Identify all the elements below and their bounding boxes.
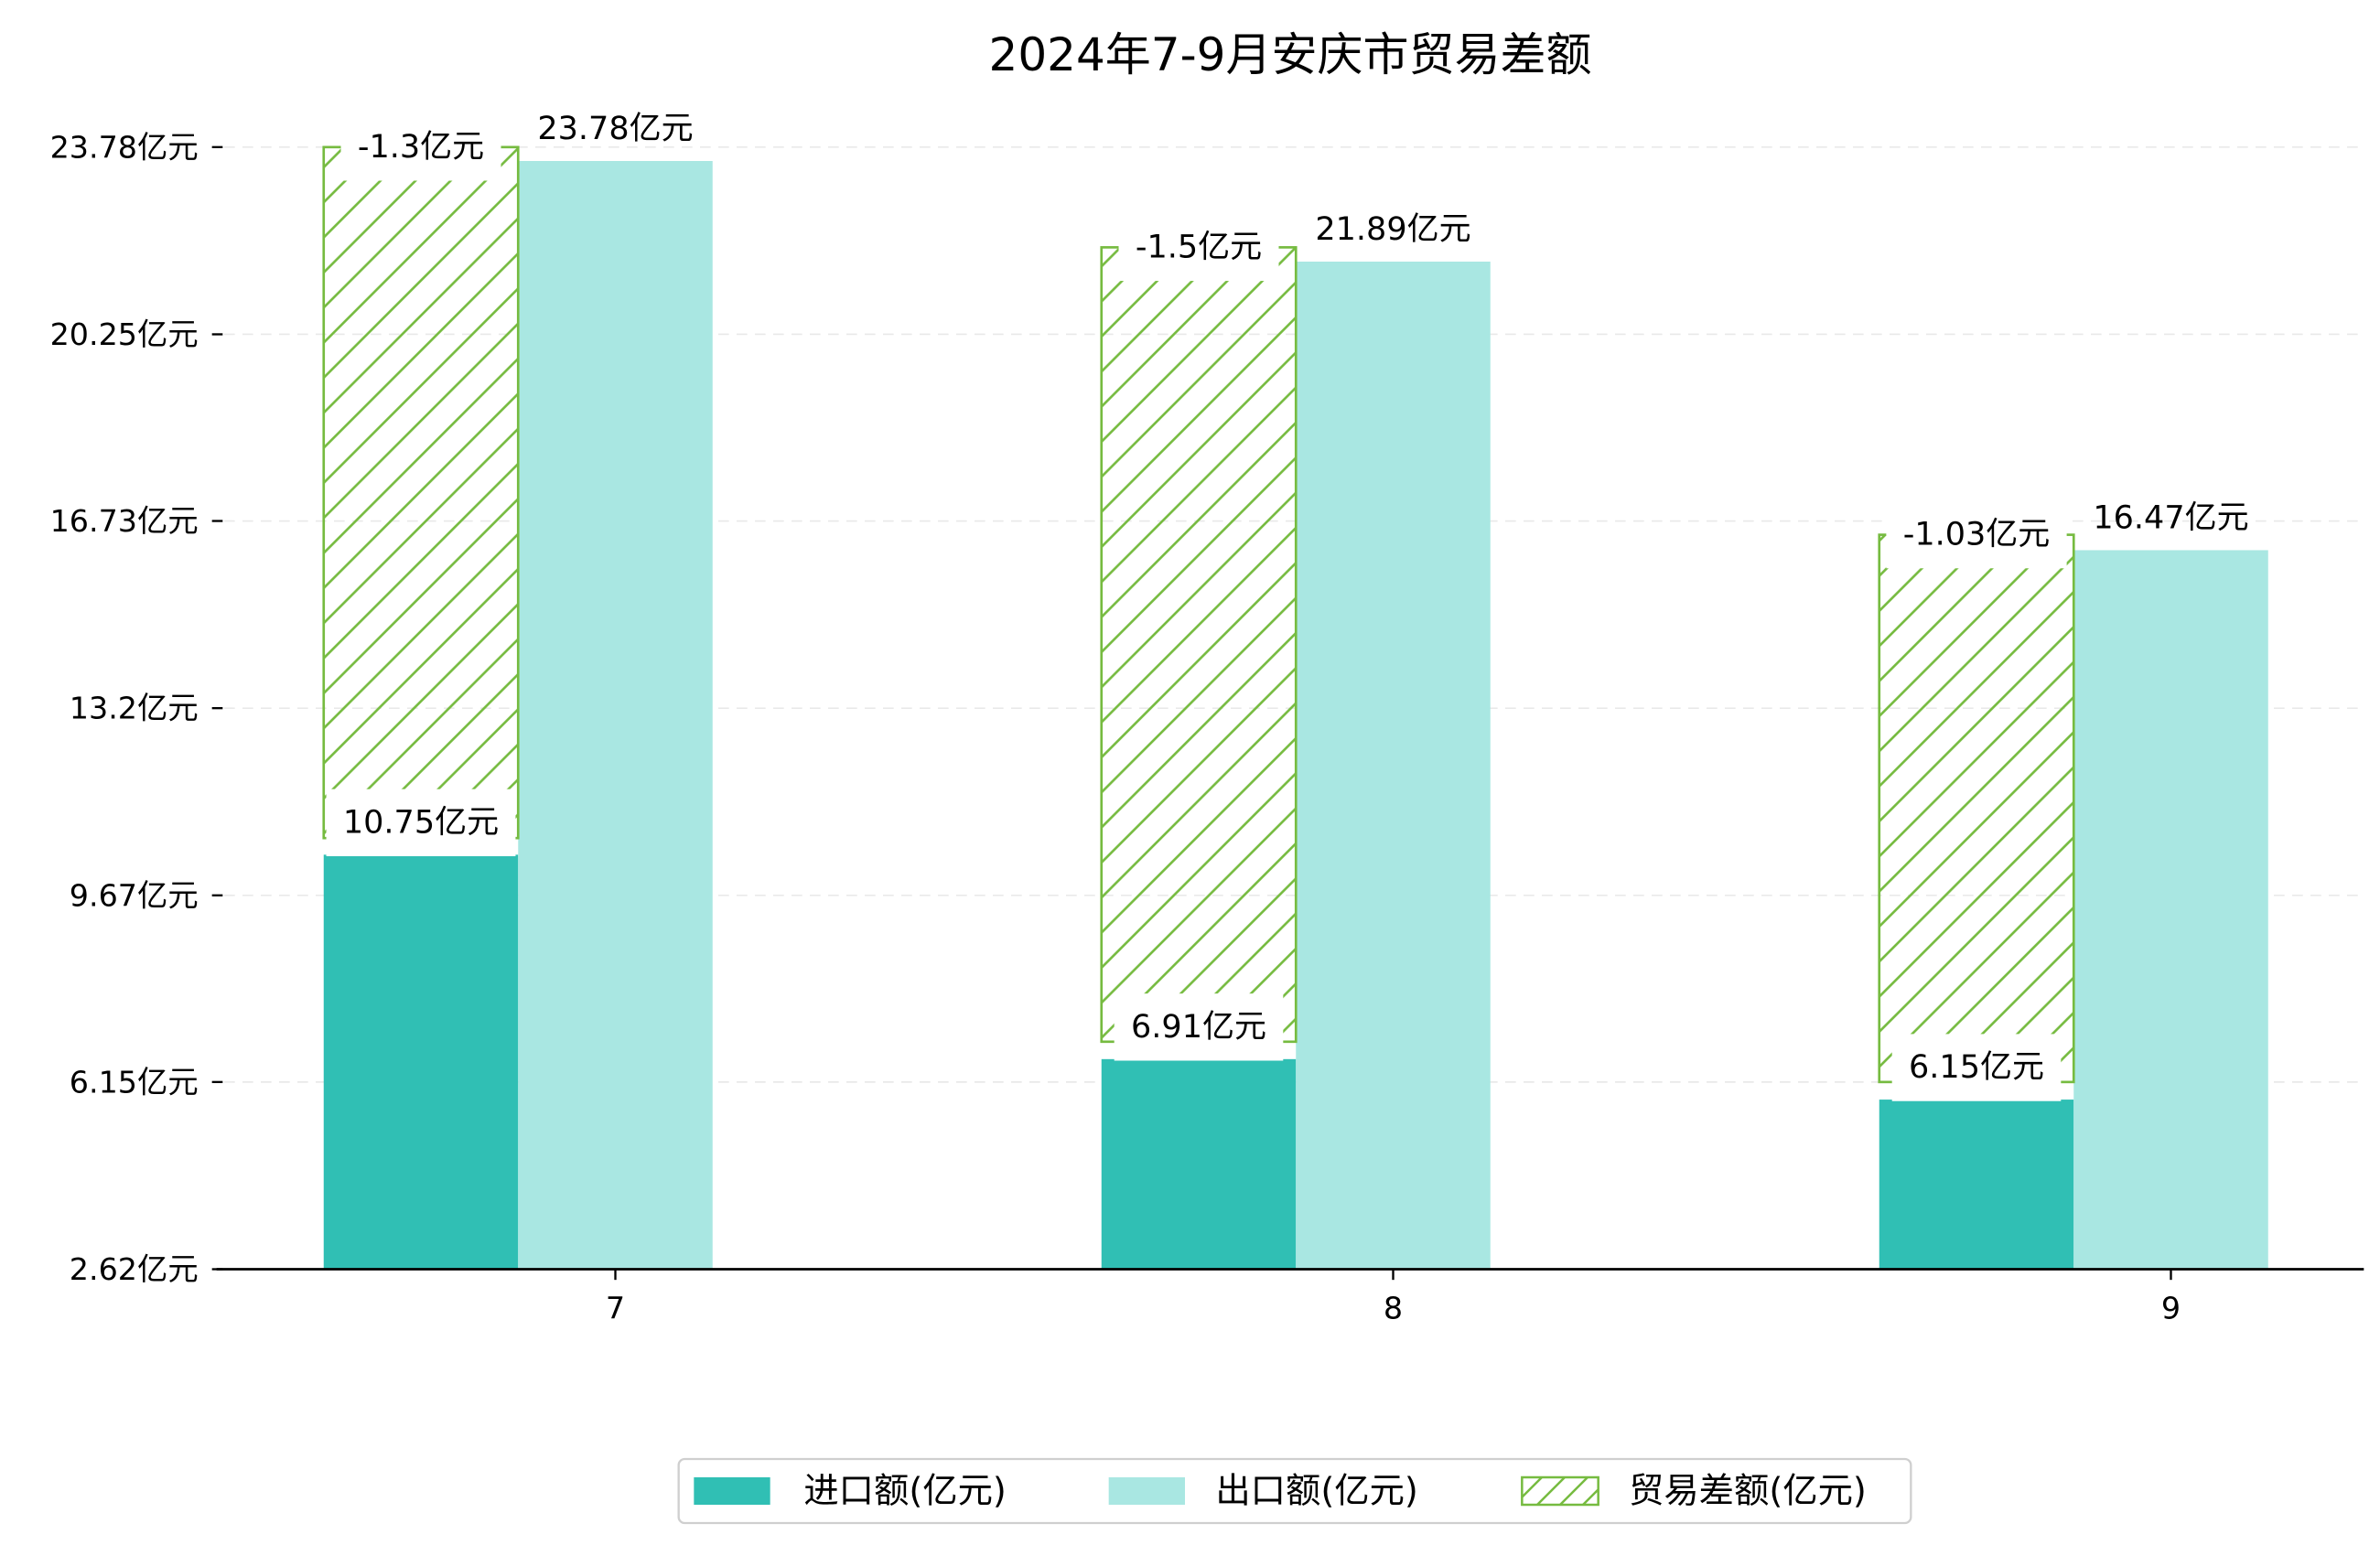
legend-swatch-import — [694, 1477, 770, 1505]
y-tick-label: 2.62亿元 — [70, 1251, 199, 1287]
y-tick-label: 20.25亿元 — [50, 317, 199, 352]
x-tick-label: 8 — [1384, 1291, 1403, 1326]
legend-label-trade-balance: 贸易差额(亿元) — [1629, 1471, 1867, 1512]
y-tick-label: 23.78亿元 — [50, 129, 199, 165]
data-label-trade-balance-box — [1886, 500, 2067, 569]
axes: 23.78亿元 20.25亿元 16.73亿元 13.2亿元 9.67亿元 6.15亿元 2… — [50, 129, 2364, 1326]
y-tick-label: 6.15亿元 — [70, 1064, 199, 1100]
legend-label-export: 出口额(亿元) — [1215, 1471, 1418, 1512]
legend-swatch-trade-balance — [1521, 1475, 1599, 1507]
data-label-import-box — [1114, 993, 1284, 1061]
bar-import — [1879, 1100, 2074, 1270]
data-label-export: 16.47亿元 — [2093, 499, 2248, 536]
legend-label-import: 进口额(亿元) — [803, 1471, 1007, 1512]
data-label-import-box — [326, 789, 516, 857]
data-label-trade-balance: -1.3亿元 — [358, 129, 484, 166]
x-tick-label: 9 — [2161, 1291, 2181, 1326]
y-tick-label: 16.73亿元 — [50, 503, 199, 539]
data-label-export: 23.78亿元 — [537, 111, 693, 147]
chart-title: 2024年7-9月安庆市贸易差额 — [989, 28, 1592, 81]
bar-import — [323, 854, 519, 1270]
bar-trade-balance — [1878, 533, 2075, 1084]
y-tick-label: 13.2亿元 — [70, 691, 199, 726]
data-label-import: 6.15亿元 — [1909, 1049, 2044, 1086]
bar-import — [1101, 1058, 1297, 1270]
x-tick-label: 7 — [606, 1291, 625, 1326]
bars — [322, 145, 2268, 1270]
data-label-import: 10.75亿元 — [343, 804, 499, 841]
data-labels: 23.78亿元 10.75亿元 -1.3亿元 21.89亿元 6.91亿元 -1.5亿元 1… — [326, 111, 2249, 1101]
data-label-import: 6.91亿元 — [1131, 1009, 1266, 1046]
bar-export — [518, 161, 713, 1270]
bar-trade-balance — [1100, 246, 1298, 1044]
bar-export — [1296, 262, 1491, 1270]
data-label-import-box — [1891, 1034, 2062, 1101]
legend-frame — [677, 1457, 1912, 1525]
data-label-trade-balance-box — [340, 113, 501, 181]
bar-export — [2073, 550, 2268, 1270]
data-label-export: 21.89亿元 — [1315, 211, 1470, 248]
y-tick-label: 9.67亿元 — [70, 877, 199, 913]
data-label-trade-balance: -1.5亿元 — [1136, 229, 1262, 265]
bar-trade-balance — [322, 145, 520, 840]
data-label-trade-balance: -1.03亿元 — [1903, 517, 2051, 553]
legend: 进口额(亿元) 出口额(亿元) 贸易差额(亿元) — [677, 1457, 1912, 1525]
data-label-trade-balance-box — [1118, 213, 1279, 282]
legend-swatch-export — [1108, 1477, 1185, 1505]
